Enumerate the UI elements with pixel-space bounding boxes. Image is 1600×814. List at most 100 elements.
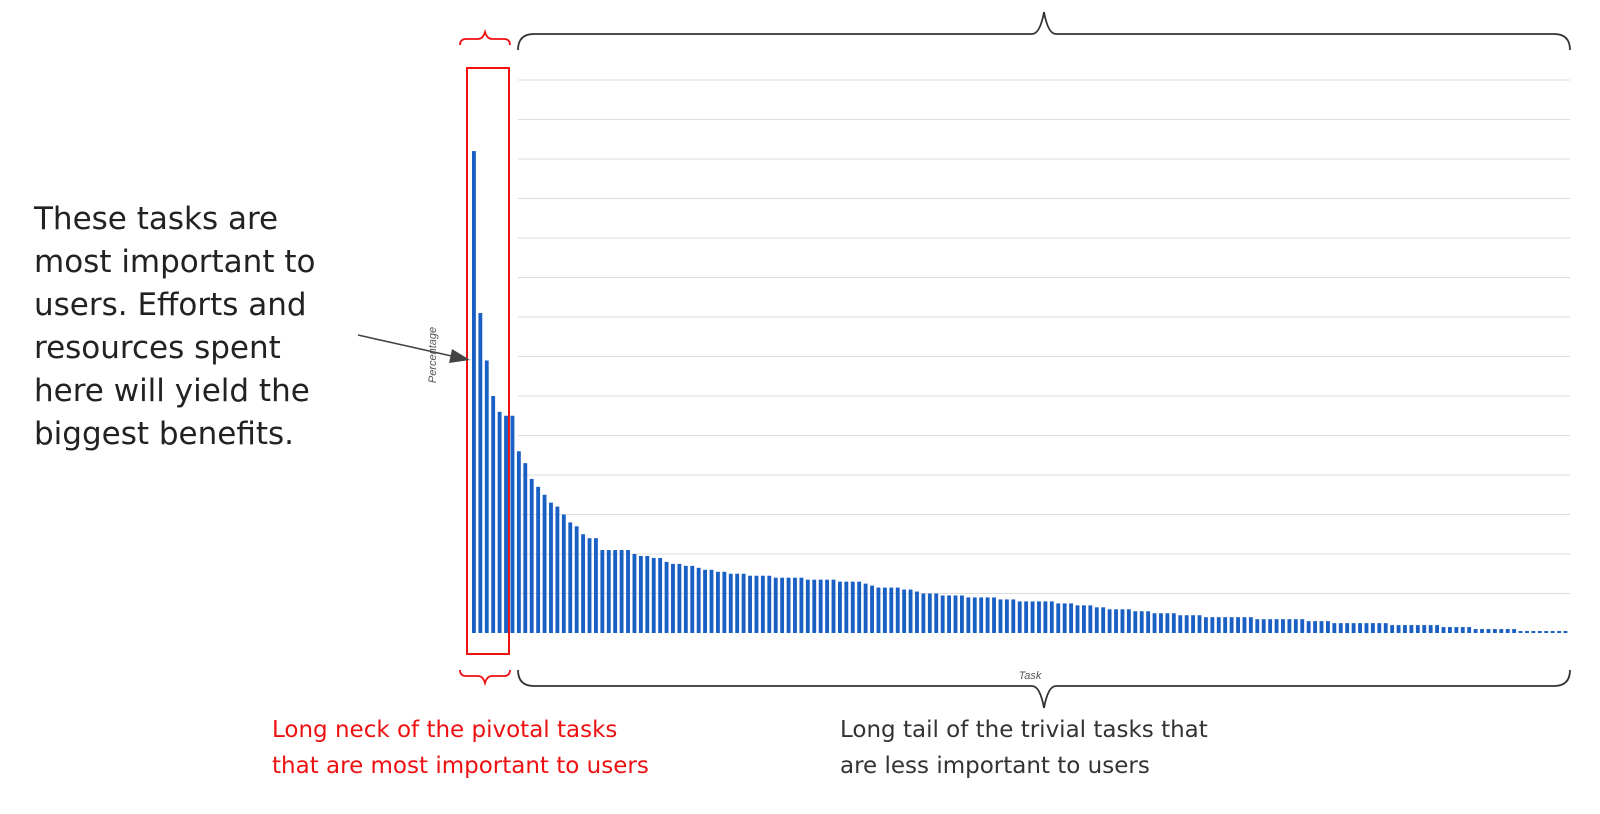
bar [985,597,990,633]
bar [1210,617,1215,633]
bar [1563,631,1568,633]
bar [1107,609,1112,633]
bar [902,589,907,633]
bar [1403,625,1407,633]
bar [671,563,675,634]
bar [1197,615,1202,633]
bar [626,550,630,633]
bar [1146,611,1151,633]
bar [921,593,926,633]
bar [1094,607,1099,633]
annotation-line: biggest benefits. [34,416,295,452]
bar [1178,615,1183,633]
bar [1377,623,1382,634]
bar [683,565,688,633]
bar [1171,613,1176,633]
bar [574,526,579,633]
bar [844,581,849,633]
bar [1422,625,1427,633]
tail-bottom-brace [517,669,1571,709]
bar [606,550,611,633]
neck-caption-line: Long neck of the pivotal tasks [272,717,618,743]
bar [1223,617,1228,633]
bar [1204,617,1208,633]
bar [1428,625,1433,633]
bar [1024,601,1029,633]
bar [748,575,752,633]
bar [619,550,624,633]
bar [504,415,508,633]
bar [1184,615,1189,633]
bar [1518,631,1523,633]
bar [1281,619,1285,633]
bar [529,478,534,633]
bar [549,502,553,633]
bar [1229,617,1234,633]
bar [876,587,881,633]
bar [831,579,836,633]
bar [953,595,958,633]
neck-caption-line: that are most important to users [272,753,649,779]
bar [754,575,759,633]
x-axis-label: Task [1019,670,1042,682]
tail-caption: Long tail of the trivial tasks that are … [840,712,1280,784]
bar [696,567,701,633]
bar [1358,623,1362,634]
bar [1383,623,1388,634]
bar [1326,621,1330,633]
bar [1191,615,1196,633]
bar [767,575,772,633]
bar [658,557,663,633]
bar [882,587,887,633]
bars [472,151,1568,634]
bar [992,597,996,633]
bar [484,360,489,633]
bar [561,514,566,633]
bar [542,494,547,633]
bar [1486,629,1491,633]
bar [940,595,945,633]
bar [1448,627,1452,633]
bar [594,538,598,633]
bar [863,583,868,634]
bar [1409,625,1414,633]
bar [1004,599,1009,633]
bar [555,506,560,633]
bar [1030,601,1035,633]
bar [966,597,971,633]
bar [1364,623,1369,634]
bar [581,534,586,633]
neck-bottom-brace [459,669,511,687]
bar [998,599,1003,633]
bar [632,554,637,633]
bar [510,415,515,633]
bar [1062,603,1067,634]
bar [1293,619,1298,633]
bar [516,451,521,633]
bar [850,581,855,633]
bar [927,593,932,633]
tail-top-brace [517,11,1571,51]
bar [703,569,708,633]
bar [1492,629,1497,633]
bar [1126,609,1131,633]
bar [1505,629,1510,633]
bar [722,571,727,633]
bar [613,550,618,633]
bar [1550,631,1555,633]
bar [491,396,496,633]
bar [1473,629,1478,633]
bar [1415,625,1420,633]
bar [638,555,643,633]
bar [1499,629,1504,633]
bar [568,522,573,633]
bar [536,486,541,633]
bar [1101,607,1106,633]
bar [760,575,765,633]
bar [1017,601,1022,633]
annotation-line: here will yield the [34,373,310,409]
bar [1082,605,1086,633]
bar [818,579,823,633]
annotation-line: resources spent [34,330,281,366]
